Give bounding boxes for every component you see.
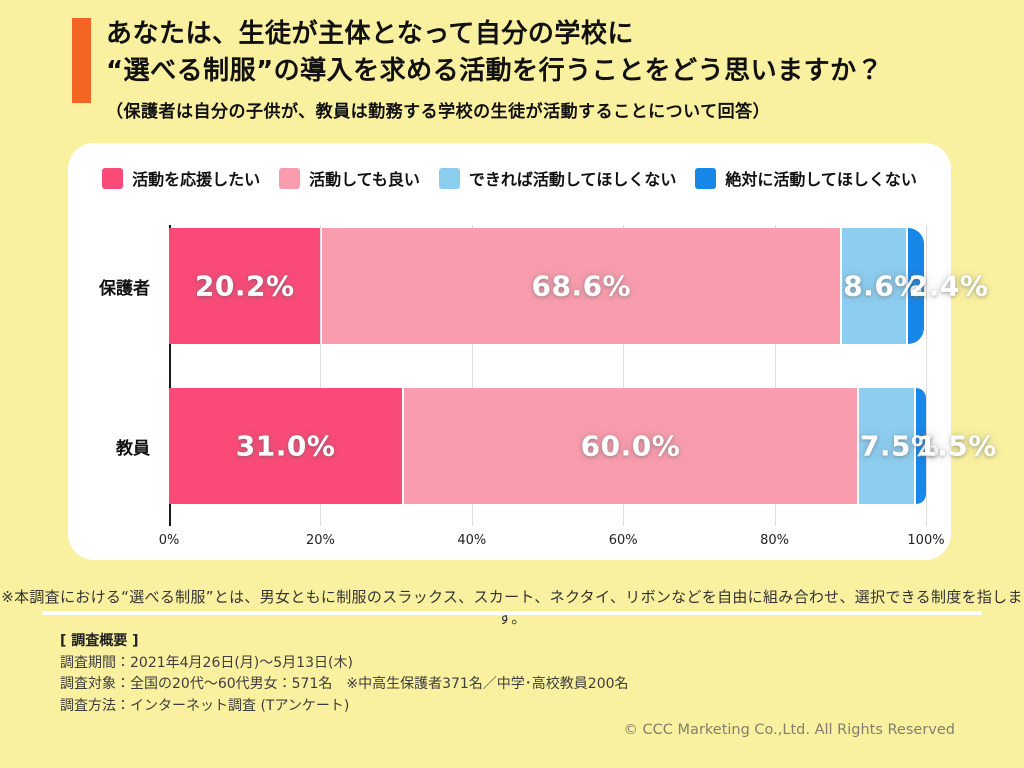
gridline: [471, 225, 473, 526]
bar-value-label: 68.6%: [531, 269, 632, 303]
bar-row-教員: 教員 31.0% 60.0% 7.5% 1.5%: [68, 388, 996, 504]
bar-segment: 8.6%: [842, 228, 922, 344]
legend-swatch-icon: [279, 167, 301, 189]
legend-label: できれば活動してほしくない: [468, 170, 677, 189]
survey-target: 調査対象：全国の20代〜60代男女：571名 ※中高生保護者371名／中学･高校…: [60, 676, 629, 692]
bar-segment: 7.5%: [858, 388, 939, 504]
bar-value-label: 7.5%: [859, 429, 940, 463]
bar-value-label: 60.0%: [580, 429, 681, 463]
bar-track: 20.2% 68.6% 8.6% 2.4%: [169, 228, 988, 344]
title-accent-bar: [72, 18, 91, 103]
divider-line: [42, 611, 982, 615]
copyright: © CCC Marketing Co.,Ltd. All Rights Rese…: [623, 722, 955, 738]
legend-item-4: 絶対に活動してほしくない: [695, 166, 917, 190]
survey-method: 調査方法：インターネット調査 (Tアンケート): [60, 697, 350, 714]
legend-item-2: 活動しても良い: [279, 166, 420, 190]
gridline: [320, 225, 322, 526]
footnote: ※本調査における“選べる制服”とは、男女ともに制服のスラックス、スカート、ネクタ…: [1, 588, 1023, 627]
x-tick-label: 100%: [907, 533, 945, 548]
gridline: [774, 225, 776, 526]
bar-segment: 2.4%: [907, 228, 988, 344]
legend-label: 活動を応援したい: [132, 170, 261, 189]
bar-value-label: 1.5%: [917, 429, 997, 463]
survey-period: 調査期間：2021年4月26日(月)〜5月13日(木): [60, 654, 353, 671]
survey-overview: [ 調査概要 ] 調査期間：2021年4月26日(月)〜5月13日(木) 調査対…: [60, 631, 629, 717]
x-tick-label: 20%: [305, 533, 335, 548]
chart-card: 活動を応援したい 活動しても良い できれば活動してほしくない 絶対に活動してほしくない…: [68, 143, 996, 560]
bar-value-label: 20.2%: [194, 269, 295, 303]
page-subtitle: （保護者は自分の子供が、教員は勤務する学校の生徒が活動することについて回答）: [106, 102, 771, 122]
bar-value-label: 8.6%: [843, 269, 923, 303]
bar-segment: 31.0%: [169, 388, 403, 504]
page-title-line2: “選べる制服”の導入を求める活動を行うことをどう思いますか？: [106, 56, 884, 86]
gridline: [623, 225, 625, 526]
bar-segment: 68.6%: [322, 228, 841, 344]
bar-segment: 60.0%: [404, 388, 857, 504]
category-label: 保護者: [99, 278, 150, 299]
legend-item-3: できれば活動してほしくない: [438, 166, 677, 190]
bar-row-保護者: 保護者 20.2% 68.6% 8.6% 2.4%: [68, 228, 988, 344]
survey-heading: [ 調査概要 ]: [60, 633, 139, 649]
gridline: [926, 225, 927, 526]
bar-segment: 20.2%: [169, 228, 321, 344]
legend-swatch-icon: [438, 167, 460, 189]
x-tick-label: 60%: [608, 533, 638, 548]
bar-value-label: 2.4%: [908, 269, 989, 303]
legend-label: 活動しても良い: [309, 170, 420, 189]
x-tick-label: 80%: [760, 533, 790, 548]
category-label: 教員: [116, 438, 150, 459]
x-tick-label: 0%: [158, 533, 180, 548]
bar-segment: 1.5%: [916, 388, 996, 504]
legend-label: 絶対に活動してほしくない: [725, 170, 917, 189]
bar-value-label: 31.0%: [235, 429, 336, 463]
legend-swatch-icon: [102, 167, 124, 189]
header: あなたは、生徒が主体となって自分の学校に “選べる制服”の導入を求める活動を行うこ…: [106, 16, 986, 122]
page-title: あなたは、生徒が主体となって自分の学校に “選べる制服”の導入を求める活動を行うこ…: [106, 16, 986, 90]
bar-track: 31.0% 60.0% 7.5% 1.5%: [169, 388, 996, 504]
legend-item-1: 活動を応援したい: [102, 166, 260, 190]
page-title-line1: あなたは、生徒が主体となって自分の学校に: [106, 19, 634, 49]
legend-swatch-icon: [695, 167, 717, 189]
x-tick-label: 40%: [457, 533, 487, 548]
chart-legend: 活動を応援したい 活動しても良い できれば活動してほしくない 絶対に活動してほしくない: [78, 166, 941, 190]
axis-line: [169, 225, 171, 526]
plot-area: 0% 20% 40% 60% 80% 100%: [159, 225, 945, 548]
